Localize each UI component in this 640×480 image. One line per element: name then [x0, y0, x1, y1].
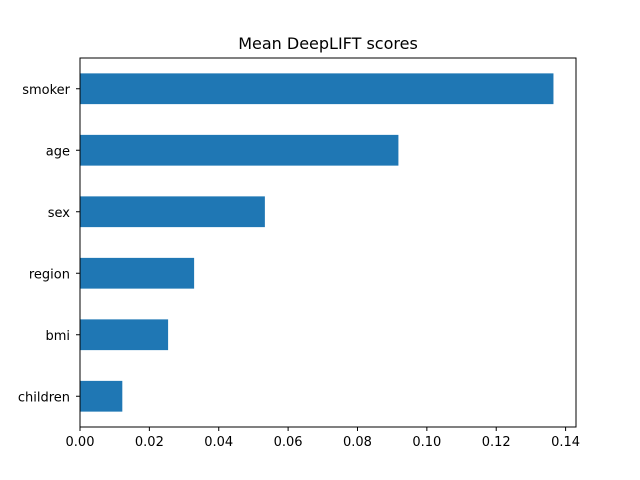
x-tick-label-2: 0.04 — [204, 435, 233, 450]
x-tick-label-0: 0.00 — [66, 435, 95, 450]
y-tick-label-bmi: bmi — [45, 329, 70, 344]
x-tick-label-6: 0.12 — [482, 435, 511, 450]
bar-sex — [80, 196, 265, 228]
y-tick-label-sex: sex — [48, 206, 71, 221]
y-tick-label-smoker: smoker — [22, 83, 70, 98]
bars-group — [80, 73, 554, 412]
plot-frame — [79, 57, 577, 428]
y-tick-label-children: children — [18, 390, 70, 405]
bar-smoker — [80, 73, 554, 105]
x-tick-label-4: 0.08 — [343, 435, 372, 450]
chart-title: Mean DeepLIFT scores — [238, 34, 418, 53]
bar-age — [80, 134, 399, 166]
x-tick-label-1: 0.02 — [135, 435, 164, 450]
x-tick-label-7: 0.14 — [551, 435, 580, 450]
bar-region — [80, 257, 195, 289]
x-tick-label-5: 0.10 — [412, 435, 441, 450]
y-tick-label-region: region — [29, 267, 70, 282]
bar-children — [80, 380, 123, 412]
y-axis: smoker age sex region bmi children — [18, 83, 80, 405]
x-axis: 0.00 0.02 0.04 0.06 0.08 0.10 0.12 0.14 — [66, 427, 580, 450]
bar-bmi — [80, 319, 169, 351]
x-tick-label-3: 0.06 — [274, 435, 303, 450]
y-tick-label-age: age — [46, 144, 70, 159]
